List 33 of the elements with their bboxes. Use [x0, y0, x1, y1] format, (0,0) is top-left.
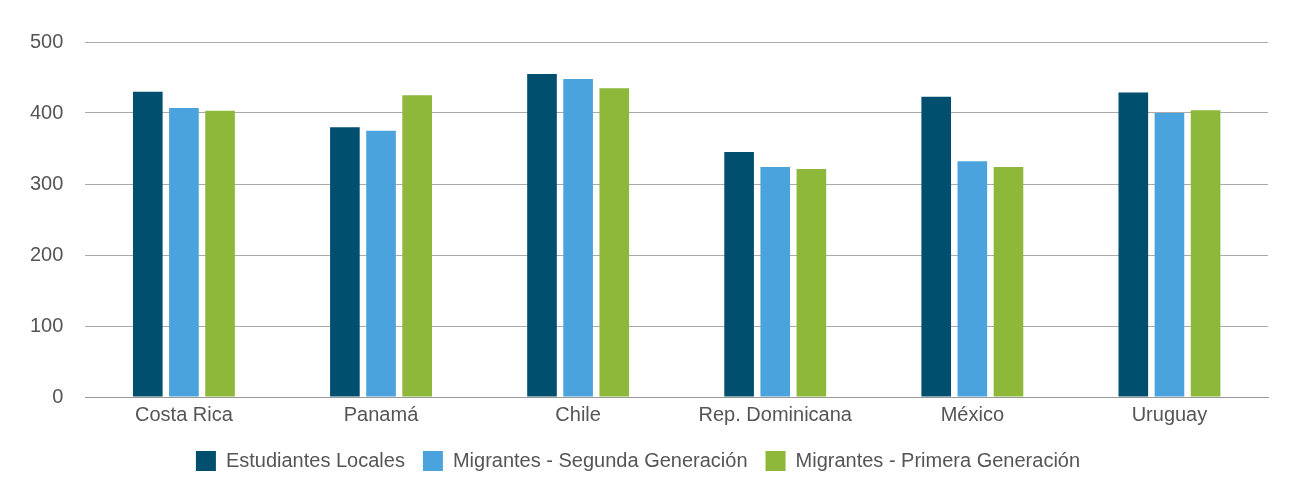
y-tick-label: 100	[29, 313, 64, 336]
y-tick-label: 0	[52, 384, 64, 407]
bar	[132, 91, 163, 397]
x-tick-label: México	[940, 402, 1005, 425]
y-tick-label: 200	[29, 242, 64, 265]
bar	[1154, 113, 1185, 397]
bar	[205, 110, 235, 397]
legend-label: Migrantes - Primera Generación	[795, 448, 1081, 471]
x-tick-label: Chile	[555, 402, 601, 425]
bar	[724, 152, 754, 397]
bar	[957, 161, 988, 397]
x-tick-label: Uruguay	[1131, 402, 1208, 425]
y-tick-label: 500	[29, 29, 64, 52]
bar	[993, 166, 1024, 397]
y-tick-label: 400	[29, 100, 64, 123]
bar	[1190, 110, 1221, 397]
bar	[527, 73, 557, 397]
bar	[563, 78, 593, 397]
y-tick-label: 300	[29, 171, 64, 194]
x-tick-label: Panamá	[343, 402, 420, 425]
bar	[366, 130, 396, 397]
bar	[402, 95, 432, 397]
bar	[1118, 92, 1149, 397]
x-tick-label: Rep. Dominicana	[698, 402, 853, 425]
bar	[330, 127, 360, 397]
bar	[760, 166, 791, 397]
bar	[796, 169, 827, 397]
x-tick-label: Costa Rica	[135, 402, 234, 425]
legend-label: Migrantes - Segunda Generación	[452, 448, 748, 471]
bar	[921, 96, 952, 397]
legend-label: Estudiantes Locales	[225, 448, 405, 471]
bar	[169, 108, 199, 397]
bar	[599, 88, 630, 397]
